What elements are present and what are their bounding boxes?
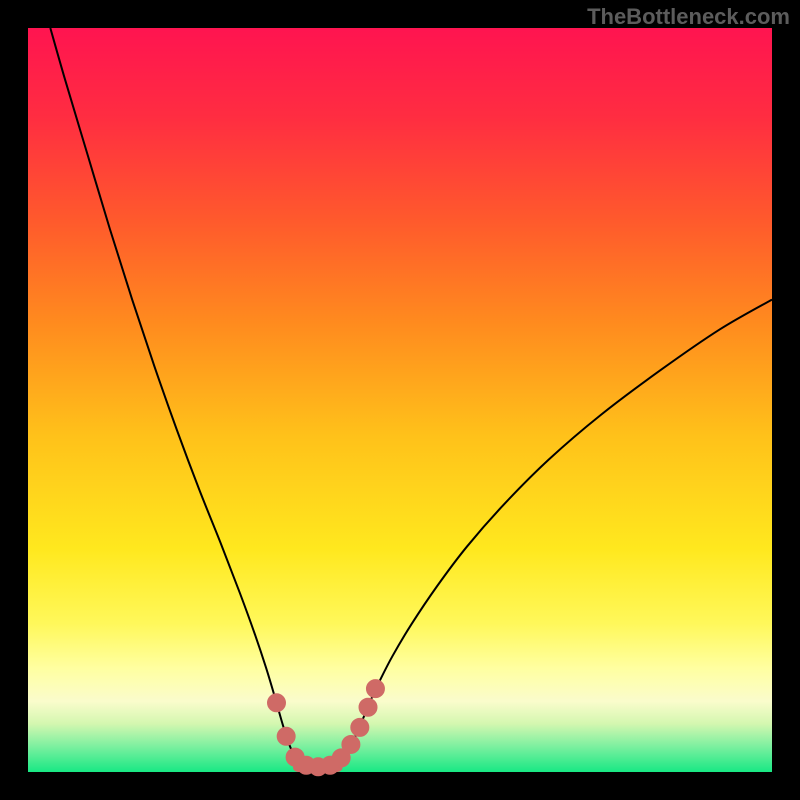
data-marker	[351, 718, 369, 736]
data-marker	[342, 735, 360, 753]
data-marker	[359, 698, 377, 716]
plot-background	[28, 28, 772, 772]
data-marker	[366, 680, 384, 698]
watermark-text: TheBottleneck.com	[587, 4, 790, 30]
data-marker	[277, 727, 295, 745]
data-marker	[268, 694, 286, 712]
bottleneck-chart	[0, 0, 800, 800]
